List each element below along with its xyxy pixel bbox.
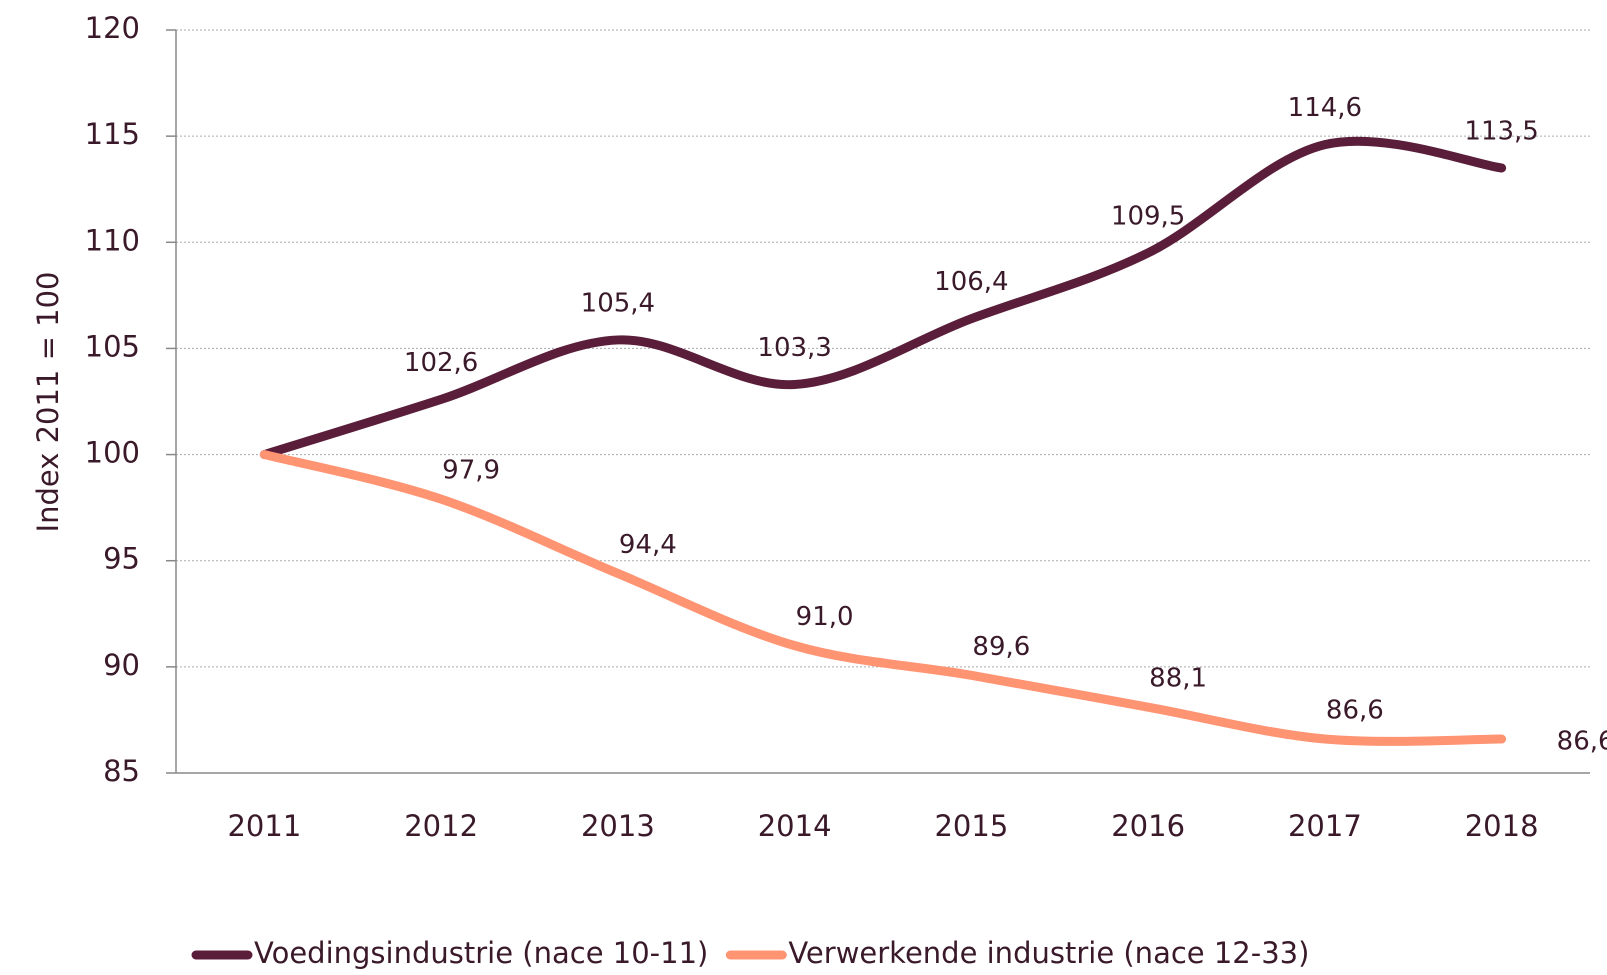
- y-tick-label: 95: [103, 542, 140, 576]
- series-line: [259, 136, 1507, 460]
- y-tick-label: 115: [85, 117, 140, 151]
- value-label: 97,9: [442, 456, 500, 486]
- x-tick-label: 2015: [934, 809, 1008, 843]
- y-tick-label: 120: [85, 11, 140, 45]
- value-label: 91,0: [796, 602, 854, 632]
- value-label: 113,5: [1464, 116, 1538, 146]
- value-label: 86,6: [1557, 727, 1607, 757]
- value-label: 89,6: [972, 632, 1030, 662]
- y-tick-label: 105: [85, 329, 140, 363]
- value-label: 105,4: [581, 288, 655, 318]
- y-tick-label: 85: [103, 754, 140, 788]
- legend-label: Voedingsindustrie (nace 10-11): [254, 936, 708, 970]
- value-label: 102,6: [404, 348, 478, 378]
- x-tick-label: 2018: [1465, 809, 1539, 843]
- y-tick-label: 100: [85, 436, 140, 470]
- value-label: 106,4: [934, 267, 1008, 297]
- x-tick-label: 2016: [1111, 809, 1185, 843]
- value-label: 109,5: [1111, 201, 1185, 231]
- x-tick-label: 2017: [1288, 809, 1362, 843]
- value-label: 114,6: [1288, 93, 1362, 123]
- series-line: [259, 450, 1507, 746]
- value-label: 94,4: [619, 530, 677, 560]
- value-label: 86,6: [1326, 696, 1384, 726]
- y-axis-label: Index 2011 = 100: [31, 272, 65, 533]
- y-tick-label: 90: [103, 648, 140, 682]
- value-label: 103,3: [757, 333, 831, 363]
- x-tick-label: 2013: [581, 809, 655, 843]
- x-tick-label: 2012: [404, 809, 478, 843]
- x-tick-label: 2014: [758, 809, 832, 843]
- x-tick-label: 2011: [227, 809, 301, 843]
- y-tick-label: 110: [85, 223, 140, 257]
- legend-label: Verwerkende industrie (nace 12-33): [788, 936, 1309, 970]
- value-label: 88,1: [1149, 664, 1207, 694]
